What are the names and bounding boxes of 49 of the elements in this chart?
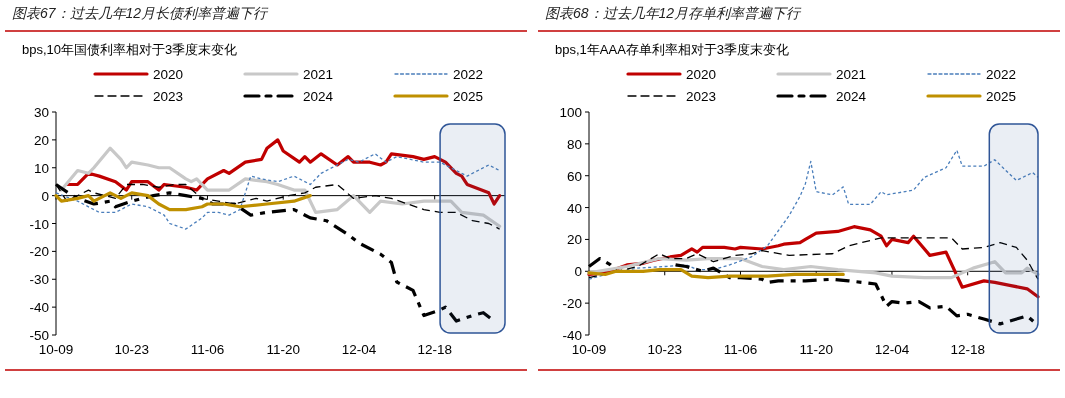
legend-label: 2022 <box>453 67 484 82</box>
legend-label: 2022 <box>986 67 1017 82</box>
y-axis-title: bps,10年国债利率相对于3季度末变化 <box>22 42 238 57</box>
x-tick-label: 11-06 <box>190 342 225 357</box>
line-series <box>587 268 845 280</box>
line-series <box>54 191 312 212</box>
y-tick-label: -50 <box>29 328 49 343</box>
y-tick-label: 100 <box>559 105 582 120</box>
legend-label: 2020 <box>686 67 717 82</box>
y-tick-label: -40 <box>562 328 582 343</box>
y-tick-label: 40 <box>566 200 582 216</box>
legend-label: 2020 <box>153 67 184 82</box>
legend-label: 2023 <box>686 89 717 104</box>
legend-label: 2023 <box>153 89 184 104</box>
chart-title: 图表67：过去几年12月长债利率普遍下行 <box>12 5 270 21</box>
y-tick-label: -40 <box>29 300 49 316</box>
x-tick-label: 12-04 <box>874 342 910 357</box>
x-tick-label: 11-20 <box>266 342 300 357</box>
x-tick-label: 11-06 <box>723 342 758 357</box>
y-tick-label: 20 <box>33 132 49 148</box>
y-tick-label: -20 <box>29 244 49 260</box>
y-tick-label: -20 <box>562 296 582 312</box>
line-series <box>588 149 1039 280</box>
x-tick-label: 12-04 <box>341 342 377 357</box>
x-tick-label: 12-18 <box>950 342 985 357</box>
chart-title: 图表68：过去几年12月存单利率普遍下行 <box>545 5 803 21</box>
legend-label: 2021 <box>303 67 334 82</box>
legend-label: 2025 <box>986 89 1017 104</box>
y-tick-label: 30 <box>33 105 49 120</box>
x-tick-label: 10-23 <box>114 342 149 357</box>
y-tick-label: -30 <box>29 272 49 288</box>
y-tick-label: 80 <box>566 136 582 152</box>
y-tick-label: 0 <box>574 264 582 280</box>
y-tick-label: 60 <box>566 168 582 184</box>
line-series <box>65 138 502 206</box>
y-tick-label: 20 <box>566 232 582 248</box>
y-tick-label: -10 <box>29 216 49 232</box>
y-tick-label: 10 <box>33 160 49 176</box>
x-tick-label: 12-18 <box>417 342 452 357</box>
y-tick-label: 0 <box>41 188 49 204</box>
legend-label: 2024 <box>836 89 867 104</box>
legend-label: 2025 <box>453 89 484 104</box>
legend-label: 2021 <box>836 67 867 82</box>
x-tick-label: 10-09 <box>38 342 74 357</box>
x-tick-label: 11-20 <box>799 342 833 357</box>
legend-label: 2024 <box>303 89 334 104</box>
x-tick-label: 10-23 <box>647 342 682 357</box>
x-tick-label: 10-09 <box>571 342 607 357</box>
y-axis-title: bps,1年AAA存单利率相对于3季度末变化 <box>555 42 790 57</box>
